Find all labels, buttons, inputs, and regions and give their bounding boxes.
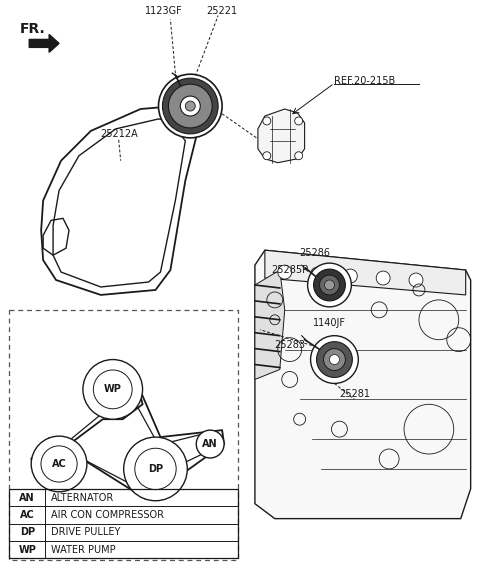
Text: 25283: 25283: [274, 340, 305, 350]
Circle shape: [263, 152, 271, 160]
Polygon shape: [255, 270, 285, 379]
Circle shape: [343, 269, 357, 283]
Circle shape: [320, 275, 339, 295]
Text: 25286: 25286: [299, 248, 330, 258]
Circle shape: [295, 152, 302, 160]
Circle shape: [185, 101, 195, 111]
Circle shape: [263, 117, 271, 125]
Text: AC: AC: [20, 510, 35, 520]
Circle shape: [316, 342, 352, 378]
Text: AC: AC: [52, 459, 66, 469]
Text: WP: WP: [104, 384, 121, 395]
Circle shape: [31, 436, 87, 492]
Circle shape: [308, 263, 351, 307]
Circle shape: [311, 336, 358, 383]
Text: FR.: FR.: [19, 22, 45, 36]
Circle shape: [196, 430, 224, 458]
Text: WATER PUMP: WATER PUMP: [51, 545, 116, 555]
Circle shape: [324, 280, 335, 290]
Text: 1123GF: 1123GF: [144, 6, 182, 15]
Circle shape: [295, 117, 302, 125]
Polygon shape: [258, 109, 305, 163]
Text: 25212A: 25212A: [100, 129, 138, 139]
Text: DP: DP: [148, 464, 163, 474]
Text: AIR CON COMPRESSOR: AIR CON COMPRESSOR: [51, 510, 164, 520]
Text: 25285P: 25285P: [271, 265, 308, 275]
Circle shape: [168, 84, 212, 128]
Polygon shape: [255, 250, 471, 519]
Circle shape: [83, 359, 143, 419]
Polygon shape: [29, 35, 59, 52]
Circle shape: [158, 74, 222, 138]
Text: ALTERNATOR: ALTERNATOR: [51, 493, 114, 502]
Circle shape: [311, 267, 324, 281]
Circle shape: [180, 96, 200, 116]
Circle shape: [313, 269, 346, 301]
Circle shape: [376, 271, 390, 285]
Text: 25221: 25221: [206, 6, 238, 15]
Polygon shape: [265, 250, 466, 295]
Text: AN: AN: [203, 439, 218, 449]
Circle shape: [162, 78, 218, 134]
Circle shape: [409, 273, 423, 287]
Circle shape: [324, 349, 346, 370]
Text: REF.20-215B: REF.20-215B: [335, 76, 396, 86]
Text: 1140JF: 1140JF: [313, 318, 346, 328]
Circle shape: [329, 354, 339, 365]
Circle shape: [278, 265, 292, 279]
Text: DRIVE PULLEY: DRIVE PULLEY: [51, 527, 120, 538]
Text: DP: DP: [20, 527, 35, 538]
Text: 25281: 25281: [339, 390, 370, 399]
Circle shape: [124, 437, 187, 501]
Text: WP: WP: [18, 545, 36, 555]
Text: AN: AN: [19, 493, 35, 502]
